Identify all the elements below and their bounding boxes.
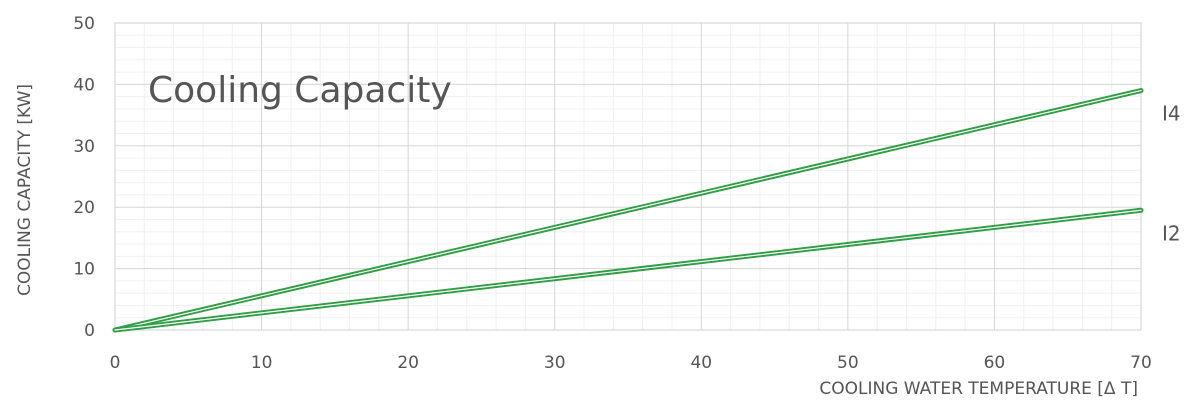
plot-frame (114, 22, 1142, 331)
series-label-i2: I2 (1162, 221, 1181, 245)
series-label-i4: I4 (1162, 102, 1181, 126)
y-axis-title: COOLING CAPACITY [KW] (15, 84, 35, 296)
series-labels: I4 I2 (1162, 102, 1181, 246)
y-tick-labels: 0 10 20 30 40 50 (73, 14, 95, 341)
x-tick-label: 30 (544, 353, 566, 373)
y-tick-label: 10 (73, 260, 95, 280)
series-line-highlight-i4 (114, 89, 1142, 331)
x-axis-title: COOLING WATER TEMPERATURE [Δ T] (819, 379, 1138, 399)
y-tick-label: 30 (73, 137, 95, 157)
y-tick-label: 0 (84, 321, 95, 341)
y-tick-label: 40 (73, 75, 95, 95)
series-line-highlight-i2 (114, 209, 1142, 331)
x-tick-label: 20 (397, 353, 419, 373)
x-tick-labels: 0 10 20 30 40 50 60 70 (110, 353, 1152, 373)
series-lines (112, 88, 1144, 333)
x-tick-label: 0 (110, 353, 121, 373)
minor-grid (115, 23, 1141, 330)
x-tick-label: 40 (690, 353, 712, 373)
x-tick-label: 70 (1130, 353, 1152, 373)
x-tick-label: 60 (984, 353, 1006, 373)
y-tick-label: 50 (73, 14, 95, 34)
chart-title: Cooling Capacity (148, 70, 452, 111)
y-tick-label: 20 (73, 198, 95, 218)
x-tick-label: 10 (251, 353, 273, 373)
x-tick-label: 50 (837, 353, 859, 373)
